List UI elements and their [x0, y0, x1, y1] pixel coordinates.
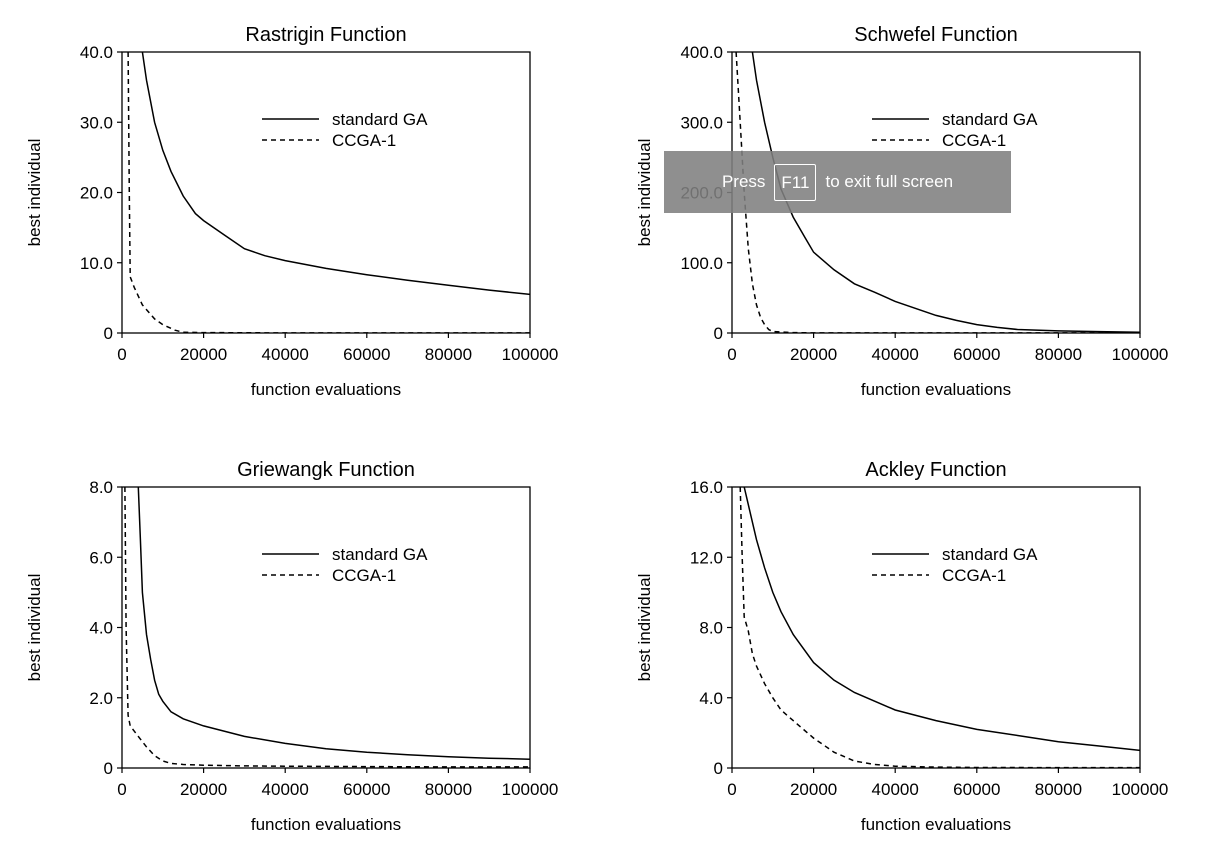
- x-tick-label: 60000: [343, 780, 390, 799]
- x-axis-label: function evaluations: [861, 815, 1011, 834]
- legend-label: standard GA: [332, 545, 428, 564]
- x-axis-label: function evaluations: [861, 380, 1011, 399]
- y-tick-label: 0: [104, 324, 113, 343]
- x-tick-label: 100000: [502, 780, 559, 799]
- x-tick-label: 0: [117, 780, 126, 799]
- x-tick-label: 0: [727, 780, 736, 799]
- x-tick-label: 100000: [502, 345, 559, 364]
- series-line-ccga-1: [739, 487, 1140, 768]
- x-tick-label: 60000: [343, 345, 390, 364]
- series-line-standard-ga: [743, 487, 1140, 752]
- f11-key: F11: [774, 163, 817, 201]
- y-axis-label: best individual: [25, 139, 44, 247]
- y-tick-label: 16.0: [690, 478, 723, 497]
- x-tick-label: 20000: [790, 780, 837, 799]
- y-axis-label: best individual: [25, 574, 44, 682]
- x-axis-label: function evaluations: [251, 380, 401, 399]
- fullscreen-notice-prefix: Press: [721, 172, 766, 191]
- x-tick-label: 80000: [425, 345, 472, 364]
- series-line-ccga-1: [127, 52, 530, 333]
- legend-label: CCGA-1: [332, 131, 396, 150]
- y-tick-label: 30.0: [80, 113, 113, 132]
- x-tick-label: 40000: [262, 780, 309, 799]
- y-tick-label: 300.0: [680, 113, 723, 132]
- y-tick-label: 400.0: [680, 43, 723, 62]
- x-tick-label: 80000: [1035, 780, 1082, 799]
- series-line-ccga-1: [124, 487, 530, 768]
- y-axis-label: best individual: [635, 139, 654, 247]
- y-tick-label: 10.0: [80, 254, 113, 273]
- x-tick-label: 100000: [1112, 780, 1169, 799]
- x-tick-label: 20000: [790, 345, 837, 364]
- y-tick-label: 2.0: [89, 689, 113, 708]
- x-axis-label: function evaluations: [251, 815, 401, 834]
- x-tick-label: 60000: [953, 780, 1000, 799]
- chart-panel-2: Schwefel Function 0 20000 40000 60000 80000 10…: [635, 24, 1168, 399]
- x-tick-label: 40000: [262, 345, 309, 364]
- legend-label: standard GA: [942, 110, 1038, 129]
- x-tick-label: 0: [117, 345, 126, 364]
- y-tick-label: 8.0: [89, 478, 113, 497]
- x-tick-label: 40000: [872, 780, 919, 799]
- x-tick-label: 60000: [953, 345, 1000, 364]
- chart-panel-3: Griewangk Function 0 20000 40000 60000 80000 1…: [25, 459, 558, 834]
- legend-label: CCGA-1: [332, 566, 396, 585]
- y-tick-label: 0: [714, 324, 723, 343]
- chart-title: Ackley Function: [865, 459, 1006, 481]
- legend-label: CCGA-1: [942, 566, 1006, 585]
- legend-label: standard GA: [942, 545, 1038, 564]
- x-tick-label: 80000: [1035, 345, 1082, 364]
- chart-title: Schwefel Function: [854, 24, 1017, 46]
- x-tick-label: 20000: [180, 780, 227, 799]
- x-tick-label: 80000: [425, 780, 472, 799]
- y-tick-label: 0: [104, 759, 113, 778]
- y-tick-label: 20.0: [80, 184, 113, 203]
- legend-label: CCGA-1: [942, 131, 1006, 150]
- fullscreen-notice-suffix: to exit full screen: [825, 172, 954, 191]
- y-tick-label: 8.0: [699, 619, 723, 638]
- y-tick-label: 4.0: [699, 689, 723, 708]
- series-line-standard-ga: [137, 487, 530, 760]
- y-axis-label: best individual: [635, 574, 654, 682]
- x-tick-label: 20000: [180, 345, 227, 364]
- x-tick-label: 0: [727, 345, 736, 364]
- y-tick-label: 12.0: [690, 548, 723, 567]
- x-tick-label: 100000: [1112, 345, 1169, 364]
- legend-label: standard GA: [332, 110, 428, 129]
- y-tick-label: 6.0: [89, 548, 113, 567]
- chart-title: Griewangk Function: [237, 459, 415, 481]
- x-tick-label: 40000: [872, 345, 919, 364]
- chart-panel-4: Ackley Function 0 20000 40000 60000 80000 1000…: [635, 459, 1168, 834]
- series-line-standard-ga: [141, 52, 530, 296]
- chart-panel-1: Rastrigin Function 0 20000 40000 60000 80000 1…: [25, 24, 558, 399]
- fullscreen-notice: Press F11 to exit full screen: [664, 151, 1011, 213]
- plot-frame: [121, 486, 531, 769]
- y-tick-label: 40.0: [80, 43, 113, 62]
- y-tick-label: 100.0: [680, 254, 723, 273]
- y-tick-label: 0: [714, 759, 723, 778]
- plot-frame: [731, 486, 1141, 769]
- chart-title: Rastrigin Function: [245, 24, 406, 46]
- plot-frame: [121, 51, 531, 334]
- y-tick-label: 4.0: [89, 619, 113, 638]
